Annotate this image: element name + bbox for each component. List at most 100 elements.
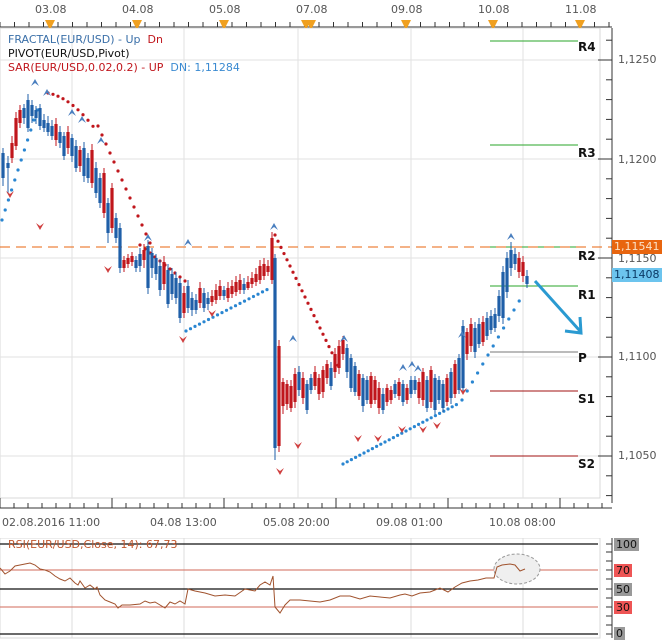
sar-dot (273, 233, 277, 237)
candle (102, 173, 106, 213)
candle (186, 286, 190, 308)
time-label-0: 02.08.2016 11:00 (2, 516, 101, 529)
sar-dot (282, 252, 286, 256)
pivot-label-s2: S2 (578, 457, 595, 471)
sar-dot (306, 301, 310, 305)
candle (417, 382, 421, 398)
candle (393, 384, 397, 394)
candle (333, 354, 337, 372)
sar-dot (233, 304, 238, 308)
sar-dot (178, 275, 182, 279)
sar-dot (26, 138, 30, 142)
candle (465, 332, 469, 354)
fractal-down-icon (374, 435, 382, 442)
candle (297, 372, 301, 390)
sar-dot (517, 299, 521, 303)
sar-dot (276, 239, 280, 243)
candle (373, 380, 377, 400)
candle (517, 258, 521, 272)
sar-dot (330, 351, 334, 355)
date-marker-label: 04.08 (122, 3, 154, 16)
sar-dot (408, 427, 412, 431)
sar-dot (56, 94, 60, 98)
fractal-down-icon (104, 266, 112, 273)
candle (246, 282, 250, 288)
candle (381, 394, 385, 410)
candle (222, 290, 226, 296)
sar-dot (224, 308, 229, 312)
fractal-down-icon (6, 191, 14, 198)
sar-dot (16, 168, 20, 172)
candle (82, 148, 86, 176)
sar-dot (132, 205, 136, 209)
candle (305, 384, 309, 410)
candle (238, 280, 242, 290)
sar-dot (358, 453, 362, 457)
time-label-1: 04.08 13:00 (150, 516, 217, 529)
candle (501, 272, 505, 318)
date-marker-icon (401, 20, 411, 30)
legend-sar-dn: DN: 1,11284 (170, 61, 240, 74)
fractal-down-icon (398, 426, 406, 433)
pivot-label-s1: S1 (578, 392, 595, 406)
candle (114, 218, 118, 238)
fractal-up-icon (270, 223, 278, 230)
candle (485, 318, 489, 336)
candle (389, 390, 393, 400)
sar-dot (383, 440, 387, 444)
sar-dot (96, 124, 100, 128)
candle (6, 163, 10, 168)
sar-dot (251, 294, 256, 299)
fractal-down-icon (433, 422, 441, 429)
sar-dot (412, 425, 416, 429)
rsi-level-30: 30 (614, 601, 632, 614)
sar-dot (238, 301, 242, 305)
candle (74, 146, 78, 168)
candle (405, 388, 409, 400)
fractal-up-icon (458, 331, 466, 338)
candle (1, 153, 5, 178)
fractal-down-icon (294, 442, 302, 449)
date-marker-icon (488, 20, 498, 30)
fractal-down-icon (179, 336, 187, 343)
pivot-label-r4: R4 (578, 40, 596, 54)
candle (321, 370, 325, 392)
sar-dot (100, 133, 104, 137)
candle (301, 378, 305, 398)
fractal-up-icon (43, 89, 51, 96)
candle (234, 282, 238, 292)
candle (409, 380, 413, 394)
sar-dot (349, 458, 353, 462)
sar-dot (288, 264, 292, 268)
sar-dot (265, 288, 269, 292)
fractal-up-icon (31, 79, 39, 86)
fractal-up-icon (414, 365, 422, 372)
sar-dot (29, 128, 33, 132)
candle (242, 284, 246, 290)
sar-dot (120, 178, 124, 182)
candle (493, 314, 497, 328)
sar-dot (324, 338, 328, 342)
candle (357, 374, 361, 396)
candle (505, 258, 509, 292)
sar-dot (345, 460, 349, 464)
sar-dot (438, 411, 442, 415)
candle (218, 286, 222, 296)
rsi-chart[interactable] (0, 538, 670, 642)
candle (349, 358, 353, 388)
candle (86, 158, 90, 178)
candle (433, 378, 437, 410)
fractal-up-icon (68, 109, 76, 116)
sar-dot (108, 151, 112, 155)
candle (34, 110, 38, 118)
sar-dot (184, 329, 188, 333)
sar-dot (362, 451, 366, 455)
legend-pivot: PIVOT(EUR/USD,Pivot) (8, 47, 130, 60)
sar-dot (61, 97, 65, 101)
price-chart[interactable] (0, 28, 670, 508)
rsi-level-50: 50 (614, 583, 632, 596)
candle (22, 108, 26, 118)
fractal-up-icon (340, 335, 348, 342)
candle (329, 368, 333, 386)
candle (293, 374, 297, 402)
